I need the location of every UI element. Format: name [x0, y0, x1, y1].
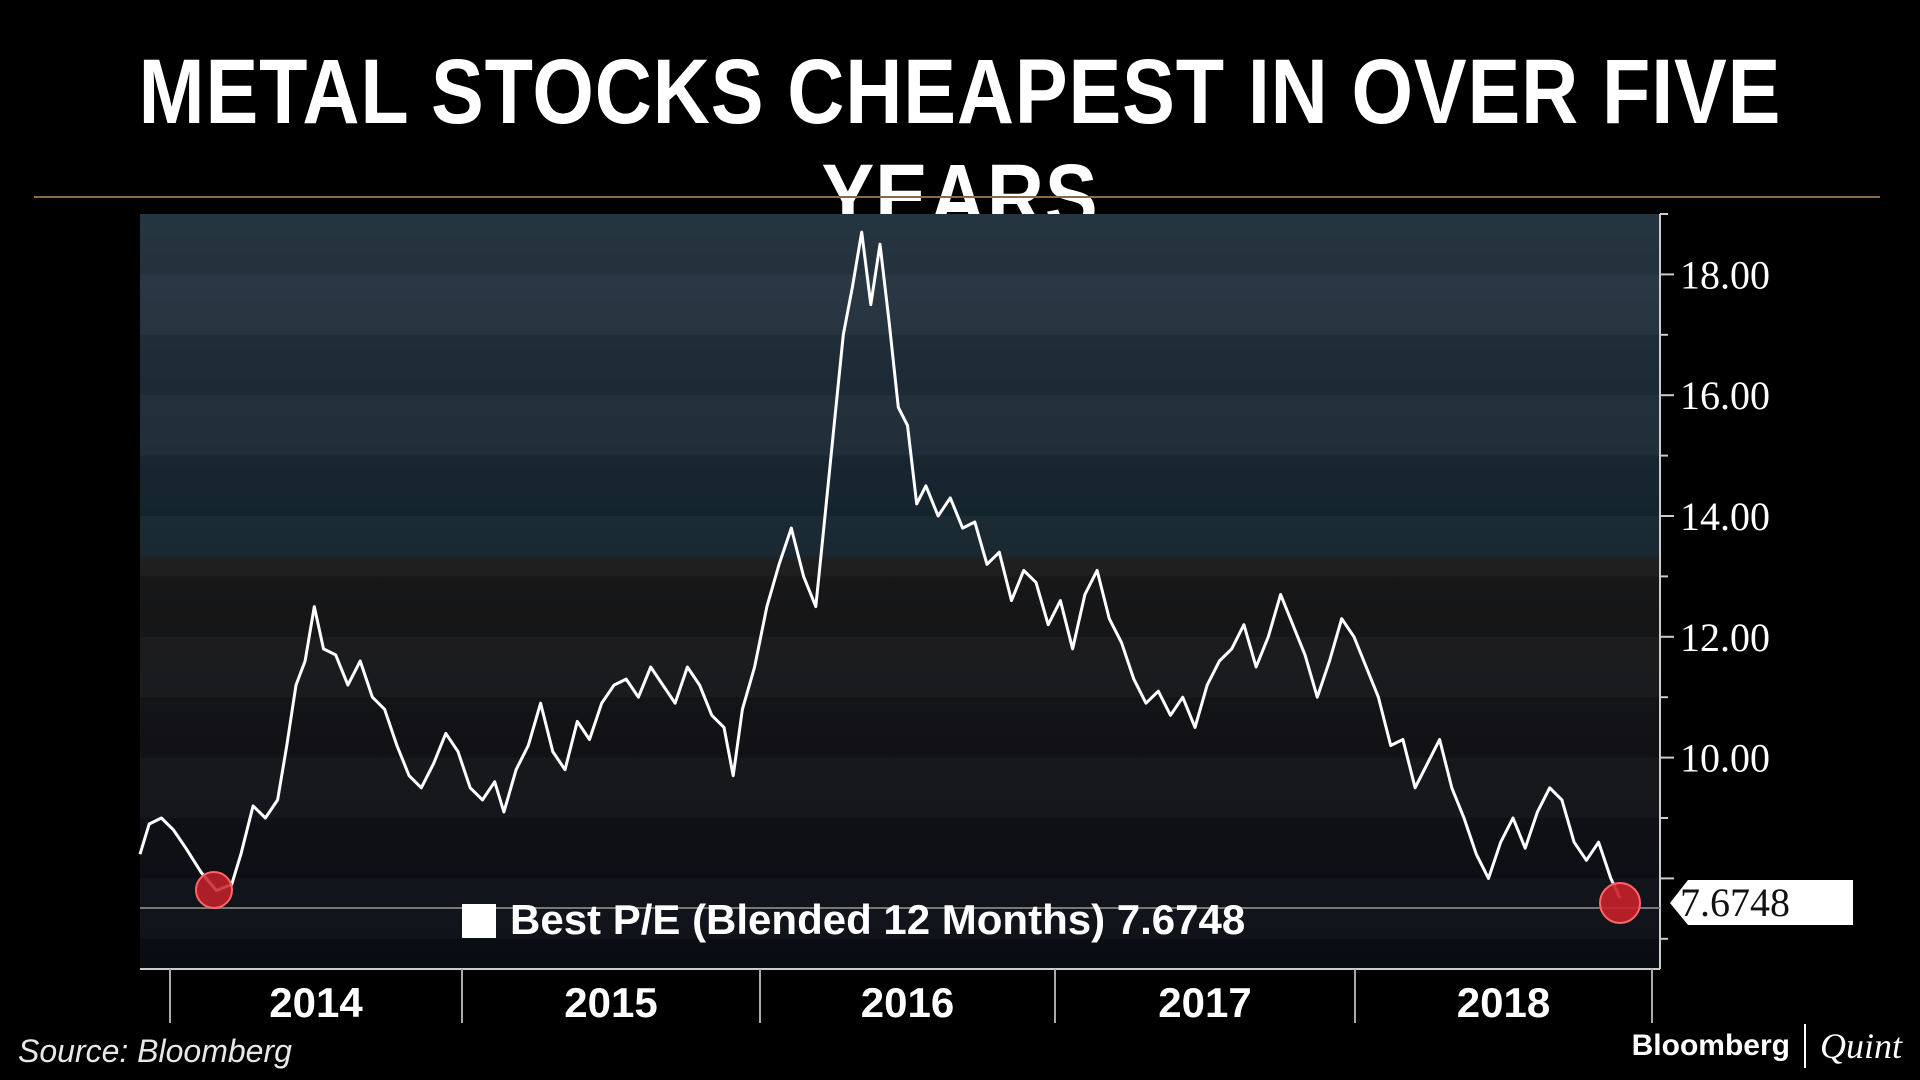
plot-band [140, 576, 1660, 637]
plot-band [140, 214, 1660, 275]
plot-band [140, 334, 1660, 396]
brand-logo: Bloomberg Quint [1632, 1024, 1902, 1068]
x-tick-label: 2014 [269, 979, 363, 1026]
x-tick-label: 2018 [1457, 979, 1550, 1026]
plot-band [140, 274, 1660, 334]
legend-label: Best P/E (Blended 12 Months) 7.6748 [510, 896, 1245, 943]
x-tick-label: 2015 [564, 979, 657, 1026]
plot-band [140, 455, 1660, 516]
source-note: Source: Bloomberg [18, 1033, 292, 1069]
y-tick-label: 18.00 [1680, 252, 1770, 297]
low-marker-2013 [195, 871, 233, 909]
last-value-box [1670, 880, 1853, 925]
last-value-label: 7.6748 [1680, 880, 1790, 925]
last-value-flag: 7.6748 [1670, 880, 1853, 925]
plot-band [140, 697, 1660, 758]
brand-separator [1803, 1024, 1806, 1068]
y-tick-label: 16.00 [1680, 373, 1770, 418]
plot-band [140, 516, 1660, 576]
legend-swatch [462, 904, 496, 938]
series-line [138, 230, 1622, 899]
brand-quint: Quint [1819, 1026, 1902, 1066]
chart-axes [140, 213, 1674, 1023]
title-divider [34, 196, 1880, 198]
plot-band [140, 758, 1660, 818]
y-tick-label: 10.00 [1680, 736, 1770, 781]
plot-band [140, 395, 1660, 455]
x-tick-label: 2017 [1158, 979, 1251, 1026]
plot-background [140, 214, 1660, 969]
brand-bloomberg: Bloomberg [1631, 1029, 1790, 1062]
y-tick-label: 14.00 [1680, 494, 1770, 539]
plot-band [140, 818, 1660, 879]
tick-labels: 10.00 12.00 14.00 16.00 18.00 2014 2015 2016 201… [269, 252, 1770, 1026]
y-tick-label: 12.00 [1680, 615, 1770, 660]
markers [195, 871, 1641, 924]
legend: Best P/E (Blended 12 Months) 7.6748 [462, 896, 1245, 943]
plot-bands [140, 214, 1660, 1000]
x-tick-label: 2016 [861, 979, 954, 1026]
low-marker-2018 [1599, 882, 1641, 924]
